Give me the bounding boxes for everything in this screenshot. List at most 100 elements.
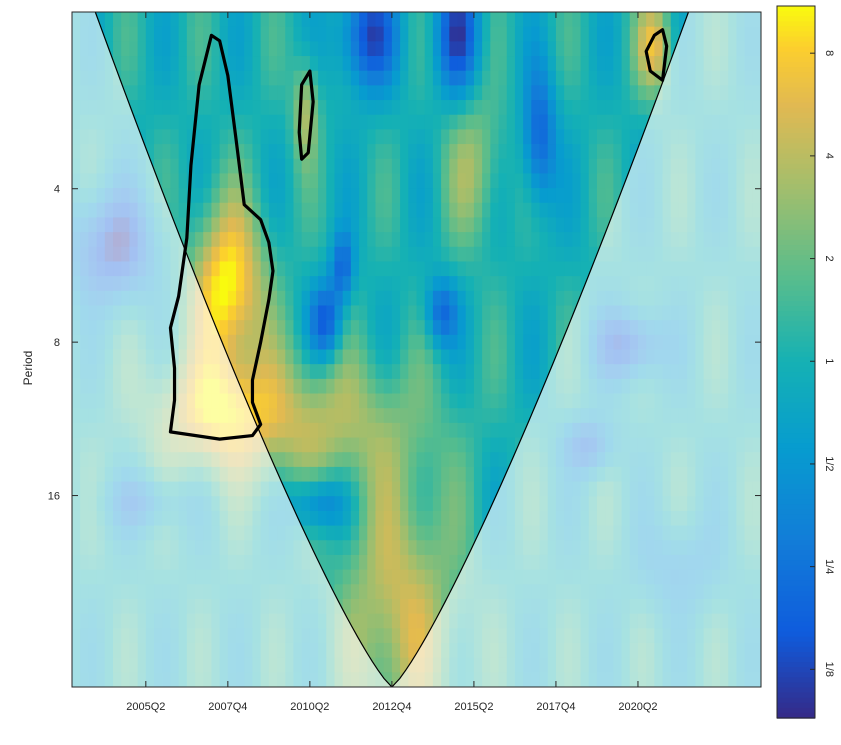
heatmap-cell: [383, 510, 393, 527]
heatmap-cell: [465, 334, 475, 351]
heatmap-cell: [285, 408, 295, 424]
heatmap-cell: [490, 70, 500, 86]
heatmap-cell: [539, 173, 549, 189]
heatmap-cell: [285, 129, 295, 145]
heatmap-cell: [523, 114, 532, 130]
heatmap-cell: [350, 305, 360, 321]
heatmap-cell: [301, 393, 311, 409]
heatmap-cell: [646, 12, 655, 28]
heatmap-cell: [482, 217, 491, 233]
heatmap-cell: [309, 261, 319, 277]
heatmap-cell: [219, 276, 229, 292]
heatmap-cell: [400, 422, 409, 439]
colorbar-segment: [777, 443, 815, 450]
heatmap-cell: [318, 290, 327, 307]
colorbar-segment: [777, 702, 815, 709]
heatmap-cell: [350, 114, 360, 130]
heatmap-cell: [309, 510, 319, 527]
heatmap-cell: [629, 56, 639, 72]
heatmap-cell: [424, 422, 434, 439]
heatmap-cell: [309, 276, 319, 292]
heatmap-cell: [375, 188, 385, 204]
heatmap-cell: [506, 12, 516, 28]
heatmap-cell: [260, 26, 270, 42]
heatmap-cell: [367, 158, 377, 175]
heatmap-cell: [252, 26, 262, 42]
heatmap-cell: [441, 481, 450, 497]
cone-of-influence-shade: [72, 12, 761, 687]
heatmap-cell: [498, 129, 508, 145]
y-tick-label: 16: [48, 491, 60, 503]
heatmap-cell: [326, 261, 336, 277]
heatmap-cell: [490, 41, 500, 57]
heatmap-cell: [383, 100, 393, 116]
heatmap-cell: [490, 173, 500, 189]
heatmap-cell: [432, 232, 442, 248]
heatmap-cell: [432, 114, 442, 130]
colorbar-segment: [777, 580, 815, 587]
heatmap-cell: [482, 144, 491, 160]
heatmap-cell: [498, 70, 508, 86]
heatmap-cell: [432, 320, 442, 336]
heatmap-cell: [613, 158, 623, 175]
heatmap-cell: [285, 364, 295, 380]
heatmap-cell: [367, 114, 377, 130]
heatmap-cell: [580, 26, 590, 42]
heatmap-cell: [572, 85, 582, 101]
heatmap-cell: [383, 334, 393, 351]
heatmap-cell: [334, 144, 344, 160]
colorbar-segment: [777, 712, 815, 719]
heatmap-cell: [449, 173, 459, 189]
heatmap-cell: [383, 85, 393, 101]
heatmap-cell: [441, 41, 450, 57]
heatmap-cell: [244, 276, 254, 292]
heatmap-cell: [482, 188, 491, 204]
heatmap-cell: [539, 188, 549, 204]
colorbar-segment: [777, 565, 815, 572]
heatmap-cell: [277, 305, 286, 321]
heatmap-cell: [391, 466, 401, 483]
heatmap-cell: [408, 554, 418, 571]
heatmap-cell: [309, 85, 319, 101]
heatmap-cell: [309, 349, 319, 365]
heatmap-cell: [449, 496, 459, 512]
heatmap-cell: [268, 246, 278, 263]
heatmap-cell: [580, 12, 590, 28]
colorbar-segment: [777, 82, 815, 89]
heatmap-cell: [514, 232, 524, 248]
heatmap-cell: [334, 173, 344, 189]
heatmap-cell: [482, 496, 491, 512]
heatmap-cell: [424, 217, 434, 233]
heatmap-cell: [227, 144, 237, 160]
heatmap-cell: [514, 70, 524, 86]
heatmap-cell: [646, 70, 655, 86]
heatmap-cell: [408, 569, 418, 585]
heatmap-cell: [555, 70, 565, 86]
heatmap-cell: [375, 114, 385, 130]
heatmap-cell: [367, 364, 377, 380]
heatmap-cell: [482, 408, 491, 424]
heatmap-cell: [555, 188, 565, 204]
heatmap-cell: [121, 41, 131, 57]
heatmap-cell: [277, 466, 286, 483]
heatmap-cell: [605, 100, 614, 116]
colorbar-segment: [777, 21, 815, 28]
heatmap-cell: [547, 85, 557, 101]
heatmap-cell: [424, 100, 434, 116]
heatmap-cell: [318, 261, 327, 277]
heatmap-cell: [391, 422, 401, 439]
heatmap-cell: [514, 12, 524, 28]
heatmap-cell: [383, 642, 393, 659]
heatmap-cell: [482, 378, 491, 395]
heatmap-cell: [605, 144, 614, 160]
heatmap-cell: [318, 305, 327, 321]
heatmap-cell: [441, 554, 450, 571]
heatmap-cell: [400, 364, 409, 380]
heatmap-cell: [498, 202, 508, 219]
heatmap-cell: [195, 232, 204, 248]
heatmap-cell: [432, 349, 442, 365]
heatmap-cell: [236, 261, 245, 277]
heatmap-cell: [457, 540, 467, 556]
heatmap-cell: [432, 70, 442, 86]
heatmap-cell: [236, 114, 245, 130]
